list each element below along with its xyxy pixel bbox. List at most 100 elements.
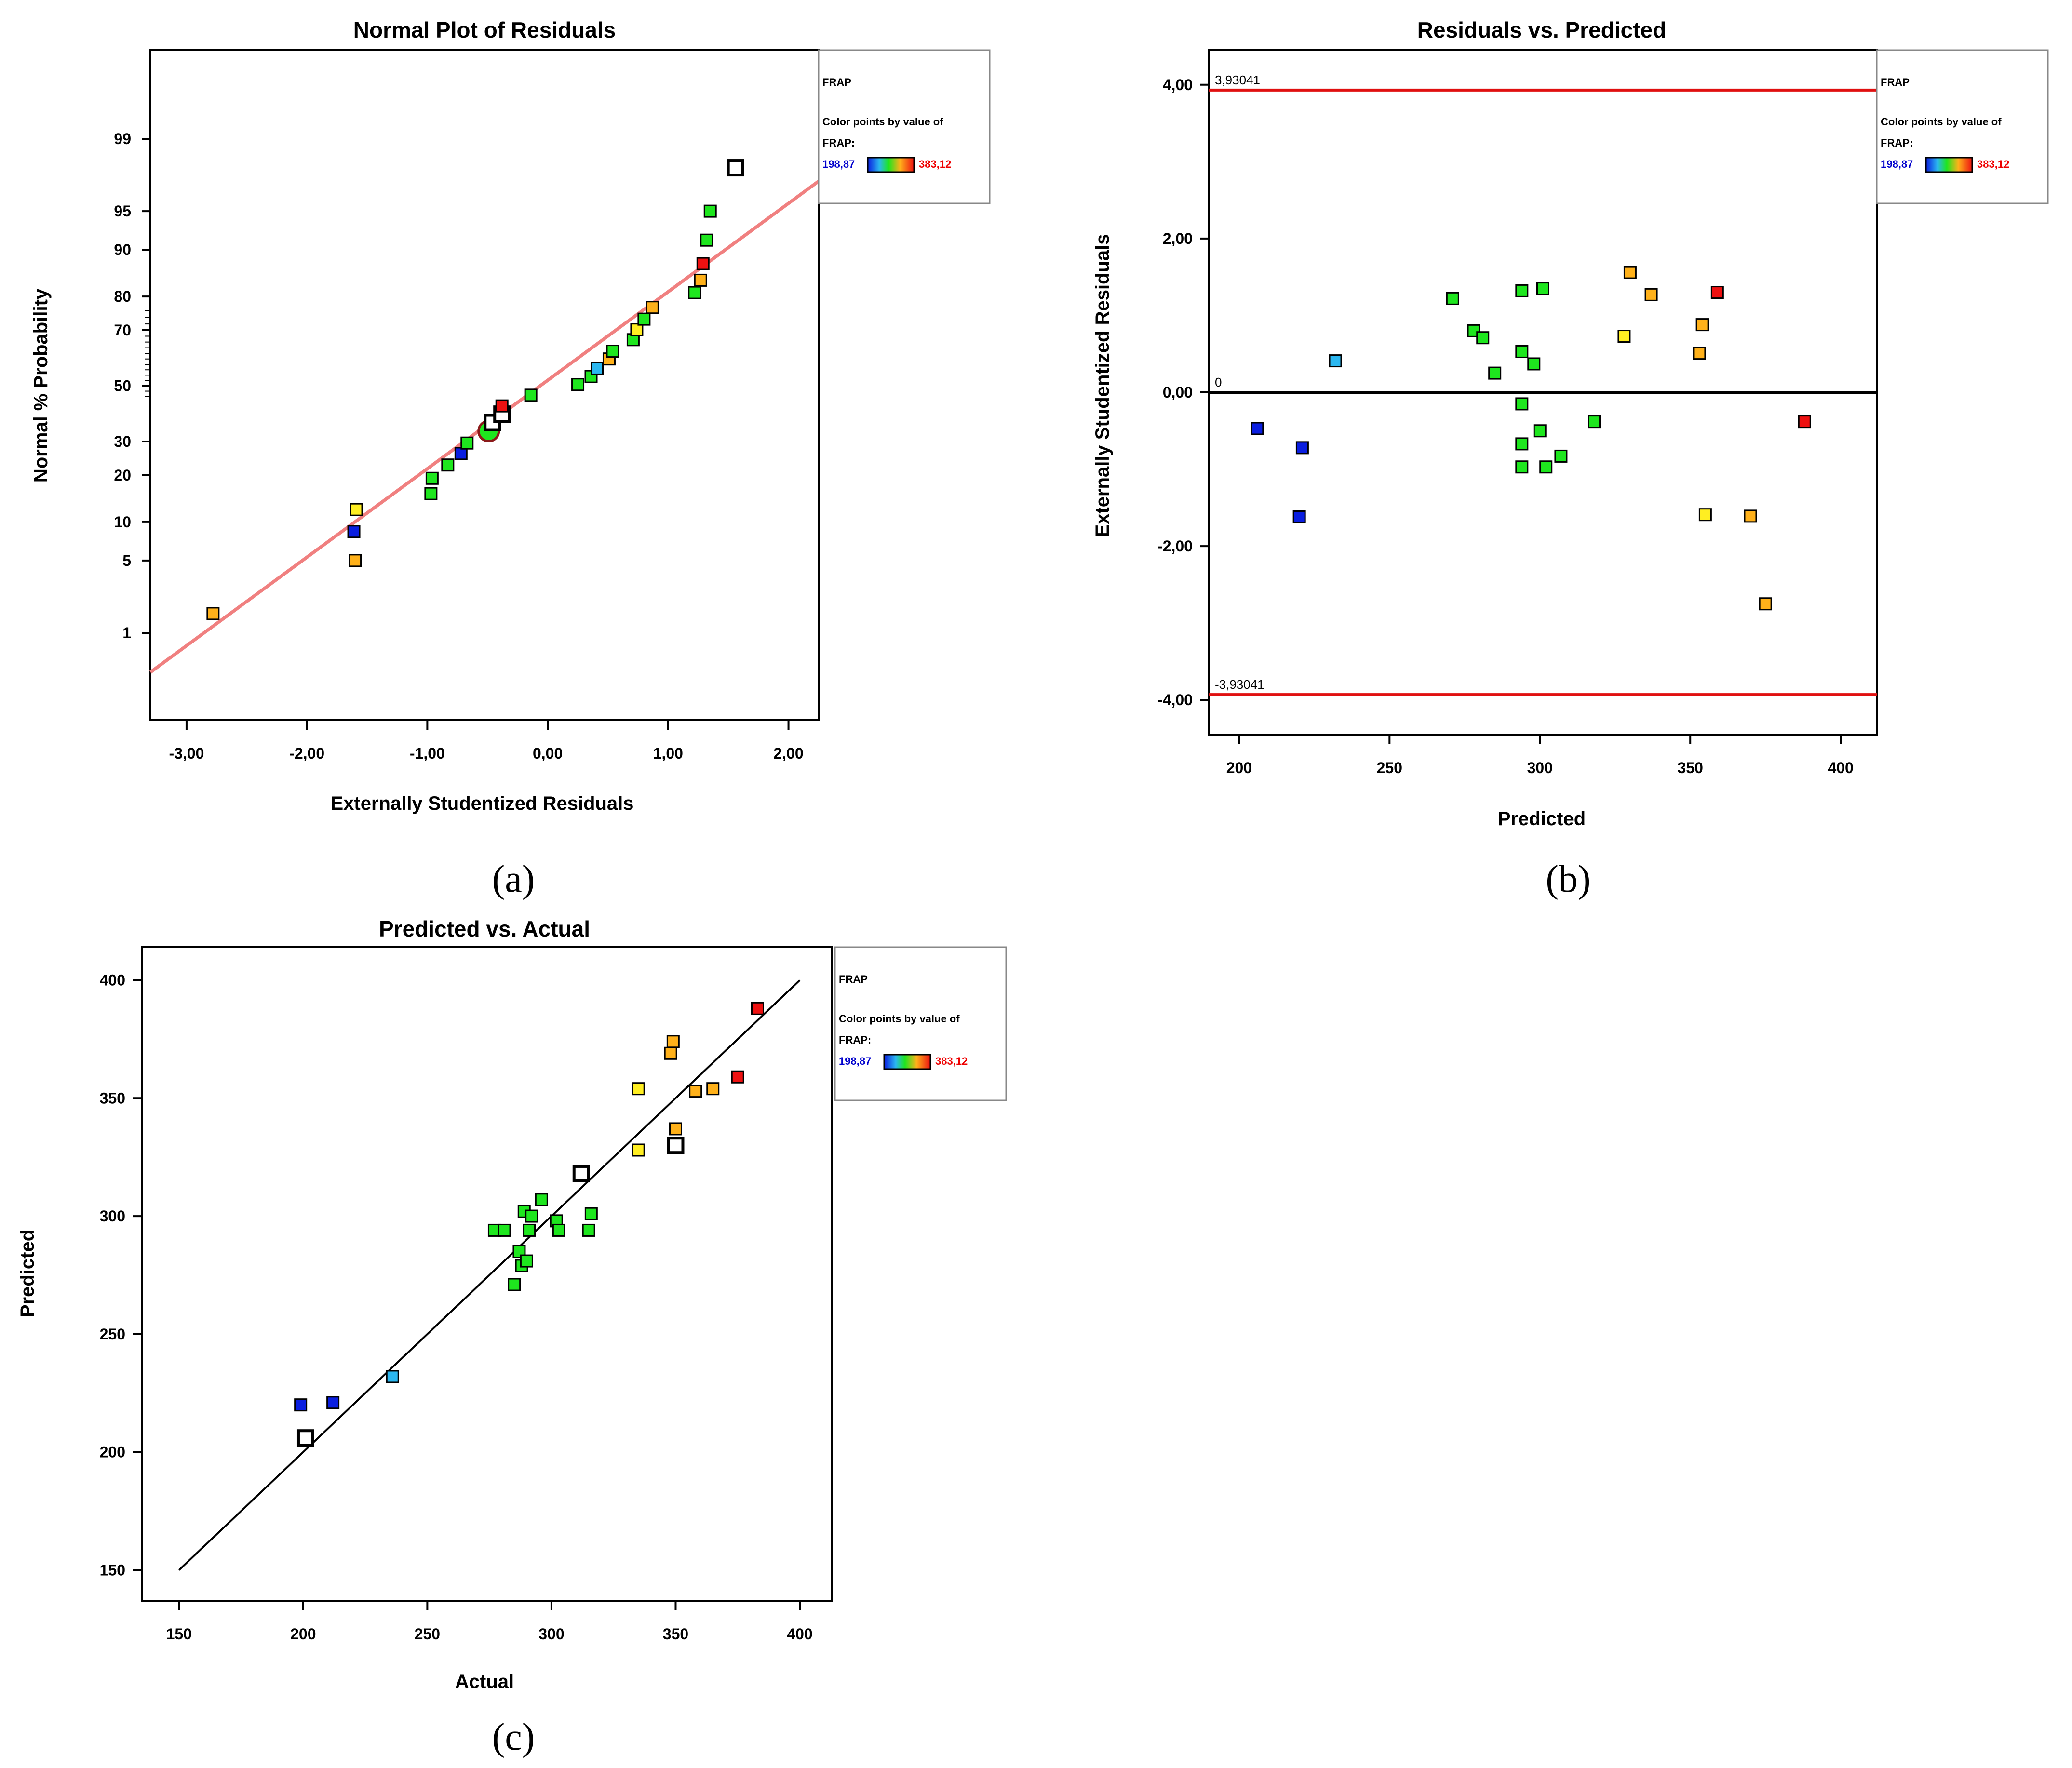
residual-point (1617, 330, 1631, 343)
chart-a-title: Normal Plot of Residuals (353, 17, 616, 42)
chart-a-x-axis: -3,00 -2,00 -1,00 0,00 1,00 2,00 (169, 720, 804, 762)
data-point (731, 1070, 744, 1084)
chart-b-x-label: Predicted (1498, 808, 1586, 830)
y-tick-label: 50 (114, 377, 131, 395)
chart-b-legend: FRAP Color points by value of FRAP: 198,87 3… (1876, 49, 2049, 204)
data-point (706, 1082, 720, 1096)
data-point (386, 1370, 399, 1383)
residual-point (688, 286, 701, 299)
x-tick-label: 400 (787, 1625, 812, 1643)
data-point (751, 1002, 764, 1015)
y-tick-label: 1 (122, 624, 131, 642)
chart-b-y-label: Externally Studentized Residuals (1092, 234, 1113, 537)
y-tick-label: 350 (100, 1089, 125, 1107)
residual-point (1329, 354, 1342, 368)
legend-box (834, 946, 1007, 1101)
legend-min-label: 198,87 (839, 1055, 871, 1067)
data-point (326, 1396, 340, 1409)
data-point (689, 1085, 702, 1098)
chart-a-y-label: Normal % Probability (30, 288, 52, 482)
legend-title: FRAP (839, 973, 868, 985)
panel-label-a: (a) (492, 858, 535, 900)
x-tick-label: 350 (1678, 759, 1703, 777)
panel-c-predicted-vs-actual: Predicted vs. Actual 150 200 250 300 350 400 … (17, 916, 1007, 1758)
chart-c-y-label: Predicted (17, 1230, 38, 1317)
data-point (523, 1223, 536, 1237)
chart-c-x-axis: 150 200 250 300 350 400 (166, 1601, 813, 1643)
residual-point (727, 159, 744, 177)
panel-a-normal-plot: Normal Plot of Residuals -3,00 -2,00 -1,00… (30, 17, 991, 900)
residual-point (694, 273, 707, 287)
panel-b-residuals-vs-predicted: Residuals vs. Predicted 3,93041 0 -3,93041… (1092, 17, 2049, 900)
legend-title: FRAP (822, 76, 851, 88)
data-point (520, 1254, 533, 1268)
residual-point (630, 323, 644, 336)
residual-point (700, 233, 713, 247)
residual-point (1295, 441, 1309, 455)
chart-b-title: Residuals vs. Predicted (1417, 17, 1666, 42)
legend-color-bar (1925, 157, 1973, 173)
residual-point (1515, 345, 1529, 358)
legend-min-label: 198,87 (822, 158, 855, 170)
residual-point (1695, 318, 1709, 332)
residual-point (703, 204, 717, 218)
residual-point (1446, 292, 1459, 305)
y-tick-label: 70 (114, 321, 131, 339)
residual-point (441, 458, 455, 472)
chart-b-x-axis: 200 250 300 350 400 (1226, 735, 1854, 777)
residual-point (1476, 331, 1490, 345)
chart-a-x-label: Externally Studentized Residuals (330, 793, 633, 814)
x-tick-label: 200 (1226, 759, 1252, 777)
data-point (294, 1398, 308, 1412)
y-tick-label: 99 (114, 130, 131, 147)
data-point (632, 1143, 645, 1157)
chart-a-points (206, 159, 744, 620)
residual-point (646, 301, 659, 314)
data-point (632, 1082, 645, 1096)
residual-point (524, 388, 538, 402)
data-point (535, 1193, 548, 1206)
residual-point (1588, 415, 1601, 429)
residual-point (606, 345, 619, 358)
legend-box (818, 49, 991, 204)
residual-point (206, 607, 220, 620)
chart-b-y-axis: -4,00 -2,00 0,00 2,00 4,00 (1157, 76, 1209, 709)
chart-b-reference-lines: 3,93041 0 -3,93041 (1209, 73, 1877, 696)
chart-c-title: Predicted vs. Actual (379, 916, 590, 941)
data-point (666, 1035, 680, 1048)
residual-point (350, 503, 363, 516)
data-point (296, 1429, 314, 1447)
chart-a-y-axis: 1 5 10 20 30 50 70 80 90 95 99 (114, 130, 150, 642)
chart-c-fit-line (178, 979, 801, 1571)
residual-point (1527, 357, 1541, 371)
residual-point (1710, 286, 1724, 299)
residual-point (1515, 460, 1529, 474)
data-point (572, 1165, 590, 1182)
x-tick-label: 2,00 (773, 745, 803, 762)
residual-point (1251, 422, 1264, 435)
residual-point (1744, 509, 1757, 523)
data-point (525, 1209, 538, 1223)
data-point (582, 1223, 595, 1237)
residual-point (1759, 597, 1772, 611)
x-tick-label: 300 (538, 1625, 564, 1643)
y-tick-label: 80 (114, 288, 131, 305)
chart-c-plot-frame (141, 946, 833, 1602)
y-tick-label: -4,00 (1157, 691, 1193, 709)
residual-point (1533, 424, 1547, 438)
y-tick-label: 200 (100, 1444, 125, 1461)
legend-max-label: 383,12 (935, 1055, 968, 1067)
legend-line2: FRAP: (1881, 137, 1913, 149)
y-tick-label: 30 (114, 433, 131, 450)
residual-point (1539, 460, 1553, 474)
data-point (498, 1223, 511, 1237)
legend-line2: FRAP: (822, 137, 855, 149)
panel-label-c: (c) (492, 1716, 535, 1758)
y-tick-label: 150 (100, 1561, 125, 1579)
x-tick-label: 250 (1377, 759, 1402, 777)
chart-a-plot-frame (149, 49, 820, 721)
x-tick-label: 150 (166, 1625, 192, 1643)
chart-c-x-label: Actual (455, 1671, 514, 1692)
legend-max-label: 383,12 (919, 158, 951, 170)
y-tick-label: -2,00 (1157, 537, 1193, 555)
